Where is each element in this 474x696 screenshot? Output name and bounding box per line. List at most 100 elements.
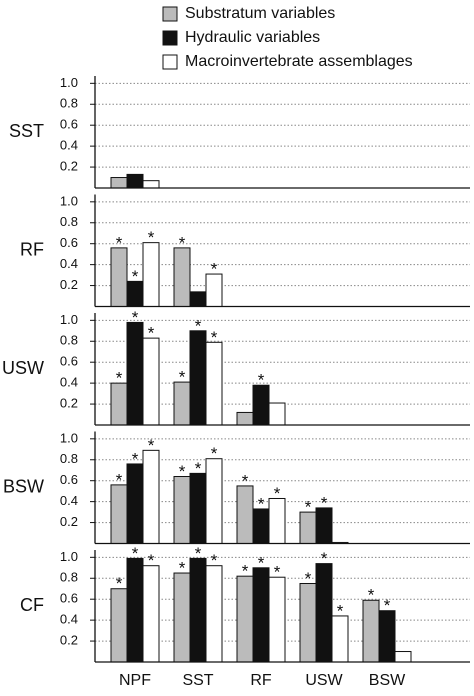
legend-swatch [162,6,178,22]
row-label: SST [9,121,44,141]
significance-marker: * [116,369,123,388]
y-tick-label: 0.2 [60,514,78,529]
y-tick-label: 0.6 [60,354,78,369]
y-tick-label: 0.8 [60,333,78,348]
bar [189,330,207,426]
bar [126,557,144,663]
bar [236,575,254,663]
y-tick-label: 0.8 [60,570,78,585]
significance-marker: * [321,493,328,512]
bar [236,411,254,426]
y-tick-label: 0.8 [60,96,78,111]
significance-marker: * [195,316,202,335]
y-tick-label: 1.0 [60,430,78,445]
y-tick-label: 0.6 [60,117,78,132]
bar [110,484,128,544]
significance-marker: * [242,562,249,581]
bar [110,382,128,426]
bar [142,565,160,663]
bar [252,508,270,545]
significance-marker: * [211,328,218,347]
significance-marker: * [179,462,186,481]
y-tick-label: 1.0 [60,75,78,90]
significance-marker: * [132,544,139,563]
significance-marker: * [148,228,155,247]
significance-marker: * [242,471,249,490]
bar [331,615,349,663]
y-tick-label: 1.0 [60,549,78,564]
significance-marker: * [195,459,202,478]
bar [205,565,223,663]
bar [142,242,160,308]
significance-marker: * [321,549,328,568]
legend-label: Macroinvertebrate assemblages [185,53,413,70]
significance-marker: * [384,596,391,615]
bar [142,180,160,189]
x-tick-label: USW [305,672,343,689]
x-tick-label: RF [250,672,272,689]
y-tick-label: 1.0 [60,312,78,327]
significance-marker: * [179,368,186,387]
bar [173,572,191,663]
bar [315,563,333,663]
legend-swatch [162,54,178,70]
y-tick-label: 0.6 [60,591,78,606]
bar [110,588,128,663]
bar [142,449,160,545]
bar [378,610,396,663]
legend-swatch [162,30,178,46]
y-tick-label: 0.2 [60,633,78,648]
bar [110,177,128,189]
y-tick-label: 0.2 [60,159,78,174]
row-label: CF [20,595,44,615]
bar [205,273,223,307]
x-tick-label: NPF [119,672,151,689]
y-tick-label: 1.0 [60,193,78,208]
y-tick-label: 0.6 [60,235,78,250]
significance-marker: * [368,586,375,605]
significance-marker: * [116,574,123,593]
y-tick-label: 0.4 [60,493,78,508]
significance-marker: * [305,569,312,588]
bar [252,384,270,426]
bar [205,341,223,426]
y-tick-label: 0.6 [60,472,78,487]
significance-marker: * [132,449,139,468]
bar [189,472,207,545]
significance-marker: * [274,484,281,503]
significance-marker: * [148,551,155,570]
bar [110,247,128,307]
bar [362,599,380,663]
y-tick-label: 0.2 [60,396,78,411]
legend-label: Substratum variables [185,5,335,22]
bar [173,381,191,426]
y-tick-label: 0.8 [60,214,78,229]
row-label: USW [2,358,44,378]
bar [252,567,270,663]
y-tick-label: 0.2 [60,277,78,292]
bar [126,321,144,426]
bar [394,651,412,663]
significance-marker: * [211,551,218,570]
y-tick-label: 0.4 [60,138,78,153]
significance-marker: * [337,601,344,620]
bar [236,485,254,544]
significance-marker: * [258,553,265,572]
y-tick-label: 0.4 [60,256,78,271]
bar [142,337,160,426]
significance-marker: * [116,233,123,252]
row-label: BSW [3,476,44,496]
bar [189,557,207,663]
significance-marker: * [274,563,281,582]
significance-marker: * [258,494,265,513]
bar [173,247,191,307]
x-tick-label: BSW [369,672,406,689]
bar [299,511,317,545]
significance-marker: * [148,324,155,343]
significance-marker: * [195,544,202,563]
bar [173,476,191,544]
significance-marker: * [179,233,186,252]
y-tick-label: 0.4 [60,375,78,390]
significance-marker: * [148,436,155,455]
